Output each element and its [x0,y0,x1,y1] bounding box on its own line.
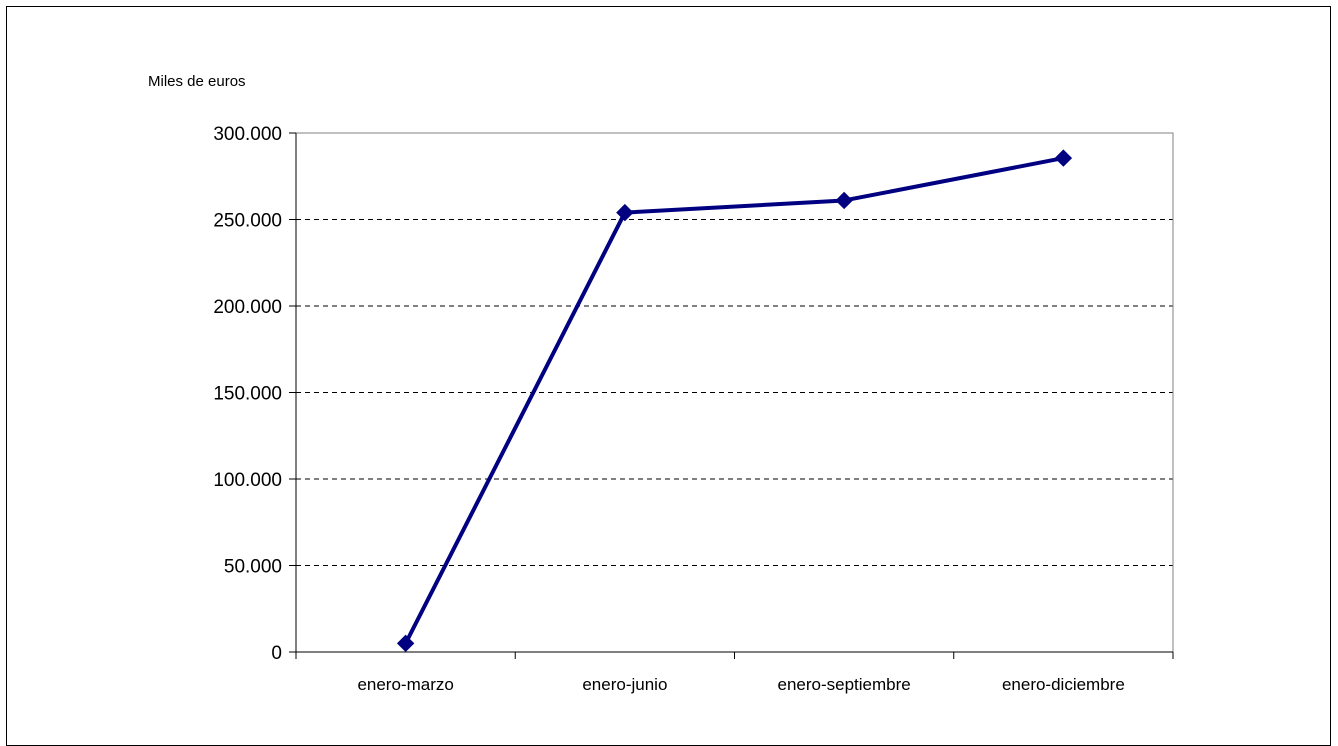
y-tick-label: 300.000 [213,124,282,145]
x-tick-label: enero-junio [582,675,667,694]
series-layer [396,149,1073,653]
y-tick-label: 50.000 [224,557,282,578]
data-point [1054,149,1073,167]
y-tick-label: 250.000 [213,211,282,232]
chart-frame [6,6,1331,746]
x-tick-label: enero-septiembre [778,675,911,694]
x-tick-label: enero-marzo [357,675,453,694]
axes [295,133,1173,653]
x-axis-ticks: enero-marzo enero-junio enero-septiembre en… [295,652,1174,694]
y-tick-label: 0 [271,643,282,664]
data-point [396,634,415,653]
data-point [835,191,853,210]
x-tick-label: enero-diciembre [1002,675,1125,694]
plot-area [295,132,1174,653]
grid [296,219,1173,566]
y-tick-label: 150.000 [213,384,282,405]
y-tick-label: 100.000 [213,470,282,491]
data-point [616,203,634,222]
line-chart: Miles de euros 0 50.000 100.000 150.000 200.… [148,73,1174,694]
series-line [403,156,1064,645]
y-axis-ticks: 0 50.000 100.000 150.000 200.000 250.000 300.0… [213,124,296,664]
y-axis-label: Miles de euros [148,73,246,90]
y-tick-label: 200.000 [213,297,282,318]
